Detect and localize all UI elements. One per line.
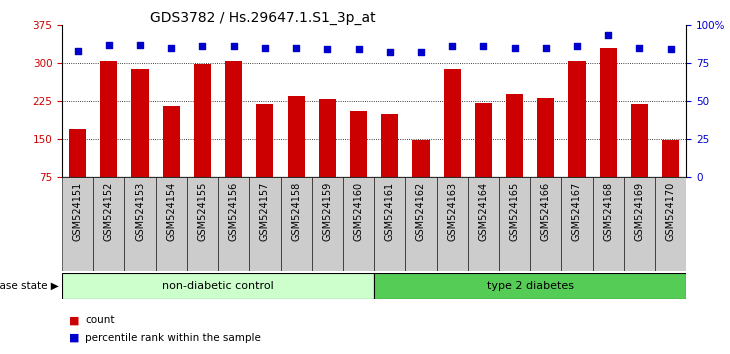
Text: GDS3782 / Hs.29647.1.S1_3p_at: GDS3782 / Hs.29647.1.S1_3p_at (150, 11, 375, 25)
Text: GSM524165: GSM524165 (510, 182, 520, 241)
Bar (312, 177, 343, 271)
Point (166, 45, 177, 51)
Bar (256, 104, 274, 177)
Bar (506, 94, 523, 177)
Point (384, 49, 396, 55)
Text: disease state ▶: disease state ▶ (0, 281, 58, 291)
Bar (655, 177, 686, 271)
Text: ■: ■ (69, 333, 80, 343)
Point (353, 46, 364, 52)
Point (321, 46, 333, 52)
Point (134, 42, 146, 47)
Bar (631, 104, 648, 177)
Text: GSM524163: GSM524163 (447, 182, 457, 241)
Point (228, 43, 239, 49)
Bar (93, 177, 124, 271)
Text: GSM524152: GSM524152 (104, 182, 114, 241)
Point (509, 45, 520, 51)
Text: percentile rank within the sample: percentile rank within the sample (85, 333, 261, 343)
Bar (350, 111, 367, 177)
Point (72, 48, 83, 53)
Text: GSM524166: GSM524166 (541, 182, 550, 241)
Point (477, 43, 489, 49)
Point (291, 45, 302, 51)
Bar (474, 103, 492, 177)
Bar (624, 177, 655, 271)
Text: GSM524167: GSM524167 (572, 182, 582, 241)
Text: GSM524154: GSM524154 (166, 182, 176, 241)
Bar (218, 177, 250, 271)
Point (634, 45, 645, 51)
Text: GSM524151: GSM524151 (73, 182, 82, 241)
Bar (131, 69, 149, 177)
Text: GSM524162: GSM524162 (416, 182, 426, 241)
Bar (69, 129, 86, 177)
Bar (381, 114, 399, 177)
Text: ■: ■ (69, 315, 80, 325)
Bar (100, 61, 118, 177)
Bar (530, 177, 561, 271)
Text: GSM524161: GSM524161 (385, 182, 395, 241)
Bar (561, 177, 593, 271)
Point (415, 49, 427, 55)
Text: GSM524156: GSM524156 (228, 182, 239, 241)
Text: GSM524159: GSM524159 (323, 182, 332, 241)
Bar (412, 140, 429, 177)
Bar (343, 177, 374, 271)
Point (665, 46, 677, 52)
Bar (62, 273, 374, 299)
Text: type 2 diabetes: type 2 diabetes (487, 281, 574, 291)
Text: GSM524164: GSM524164 (478, 182, 488, 241)
Bar (405, 177, 437, 271)
Bar (437, 177, 468, 271)
Point (602, 33, 614, 38)
Text: GSM524158: GSM524158 (291, 182, 301, 241)
Text: GSM524170: GSM524170 (666, 182, 675, 241)
Bar (319, 99, 336, 177)
Bar (374, 177, 405, 271)
Text: non-diabetic control: non-diabetic control (162, 281, 274, 291)
Bar (593, 177, 624, 271)
Point (196, 43, 208, 49)
Bar (499, 177, 530, 271)
Bar (194, 64, 211, 177)
Bar (599, 47, 617, 177)
Bar (569, 61, 585, 177)
Bar (163, 106, 180, 177)
Bar (249, 177, 280, 271)
Point (540, 45, 552, 51)
Bar (468, 177, 499, 271)
Point (571, 43, 583, 49)
Bar (280, 177, 312, 271)
Text: count: count (85, 315, 115, 325)
Bar (124, 177, 155, 271)
Text: GSM524153: GSM524153 (135, 182, 145, 241)
Text: GSM524160: GSM524160 (353, 182, 364, 241)
Point (103, 42, 115, 47)
Bar (155, 177, 187, 271)
Bar (374, 273, 686, 299)
Bar (288, 96, 304, 177)
Text: GSM524155: GSM524155 (198, 182, 207, 241)
Bar (225, 61, 242, 177)
Bar (662, 140, 679, 177)
Point (259, 45, 271, 51)
Bar (187, 177, 218, 271)
Text: GSM524169: GSM524169 (634, 182, 645, 241)
Bar (537, 98, 554, 177)
Text: GSM524157: GSM524157 (260, 182, 270, 241)
Bar (444, 69, 461, 177)
Text: GSM524168: GSM524168 (603, 182, 613, 241)
Point (446, 43, 458, 49)
Bar (62, 177, 93, 271)
